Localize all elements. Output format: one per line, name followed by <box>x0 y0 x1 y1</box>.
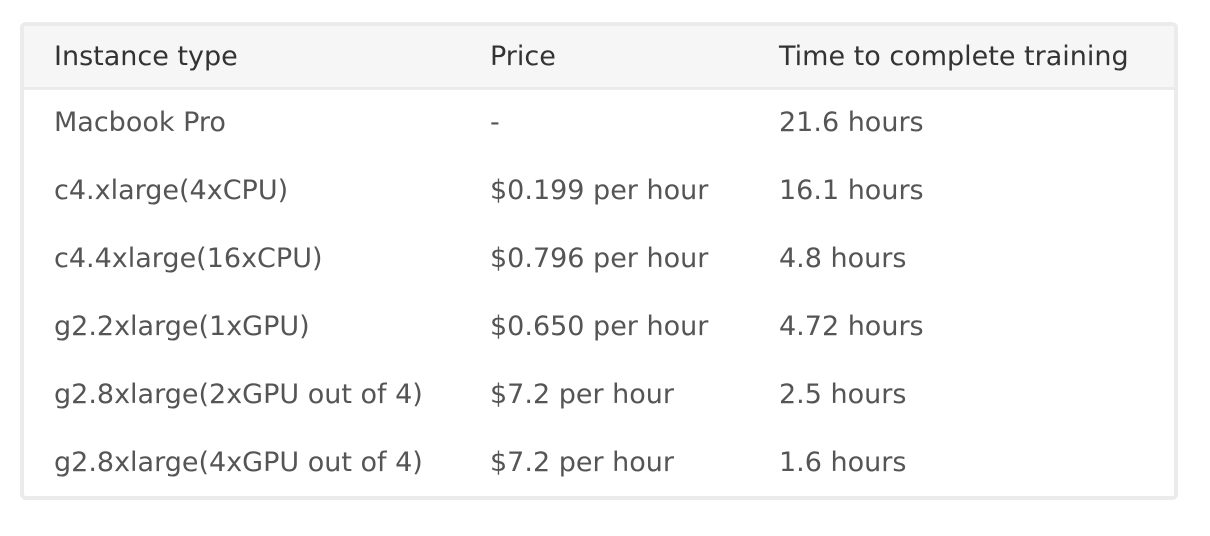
table-header-row: Instance type Price Time to complete tra… <box>24 26 1174 88</box>
cell-instance-type: c4.xlarge(4xCPU) <box>54 174 289 206</box>
cell-price: $0.650 per hour <box>490 310 709 342</box>
cell-instance-type: c4.4xlarge(16xCPU) <box>54 242 323 274</box>
cell-price: $0.199 per hour <box>490 174 709 206</box>
comparison-table: Instance type Price Time to complete tra… <box>24 26 1174 496</box>
cell-time: 4.72 hours <box>779 310 924 342</box>
cell-price: $7.2 per hour <box>490 446 674 478</box>
cell-time: 16.1 hours <box>779 174 924 206</box>
cell-instance-type: g2.8xlarge(2xGPU out of 4) <box>54 378 423 410</box>
cell-time: 2.5 hours <box>779 378 907 410</box>
table-row: c4.4xlarge(16xCPU) $0.796 per hour 4.8 h… <box>24 224 1174 292</box>
table-header: Instance type Price Time to complete tra… <box>24 26 1174 88</box>
table-row: g2.8xlarge(2xGPU out of 4) $7.2 per hour… <box>24 360 1174 428</box>
column-header-price: Price <box>490 40 556 72</box>
table-row: Macbook Pro - 21.6 hours <box>24 88 1174 156</box>
cell-instance-type: g2.2xlarge(1xGPU) <box>54 310 310 342</box>
cell-time: 1.6 hours <box>779 446 907 478</box>
table-row: c4.xlarge(4xCPU) $0.199 per hour 16.1 ho… <box>24 156 1174 224</box>
column-header-instance-type: Instance type <box>54 40 238 72</box>
cell-price: $7.2 per hour <box>490 378 674 410</box>
cell-time: 4.8 hours <box>779 242 907 274</box>
table-row: g2.8xlarge(4xGPU out of 4) $7.2 per hour… <box>24 428 1174 496</box>
table-row: g2.2xlarge(1xGPU) $0.650 per hour 4.72 h… <box>24 292 1174 360</box>
column-header-time: Time to complete training <box>779 40 1129 72</box>
cell-price: $0.796 per hour <box>490 242 709 274</box>
cell-price: - <box>490 107 500 139</box>
cell-instance-type: Macbook Pro <box>54 107 226 139</box>
cell-time: 21.6 hours <box>779 107 924 139</box>
comparison-table-frame: Instance type Price Time to complete tra… <box>20 22 1178 500</box>
table-body: Macbook Pro - 21.6 hours c4.xlarge(4xCPU… <box>24 88 1174 496</box>
cell-instance-type: g2.8xlarge(4xGPU out of 4) <box>54 446 423 478</box>
